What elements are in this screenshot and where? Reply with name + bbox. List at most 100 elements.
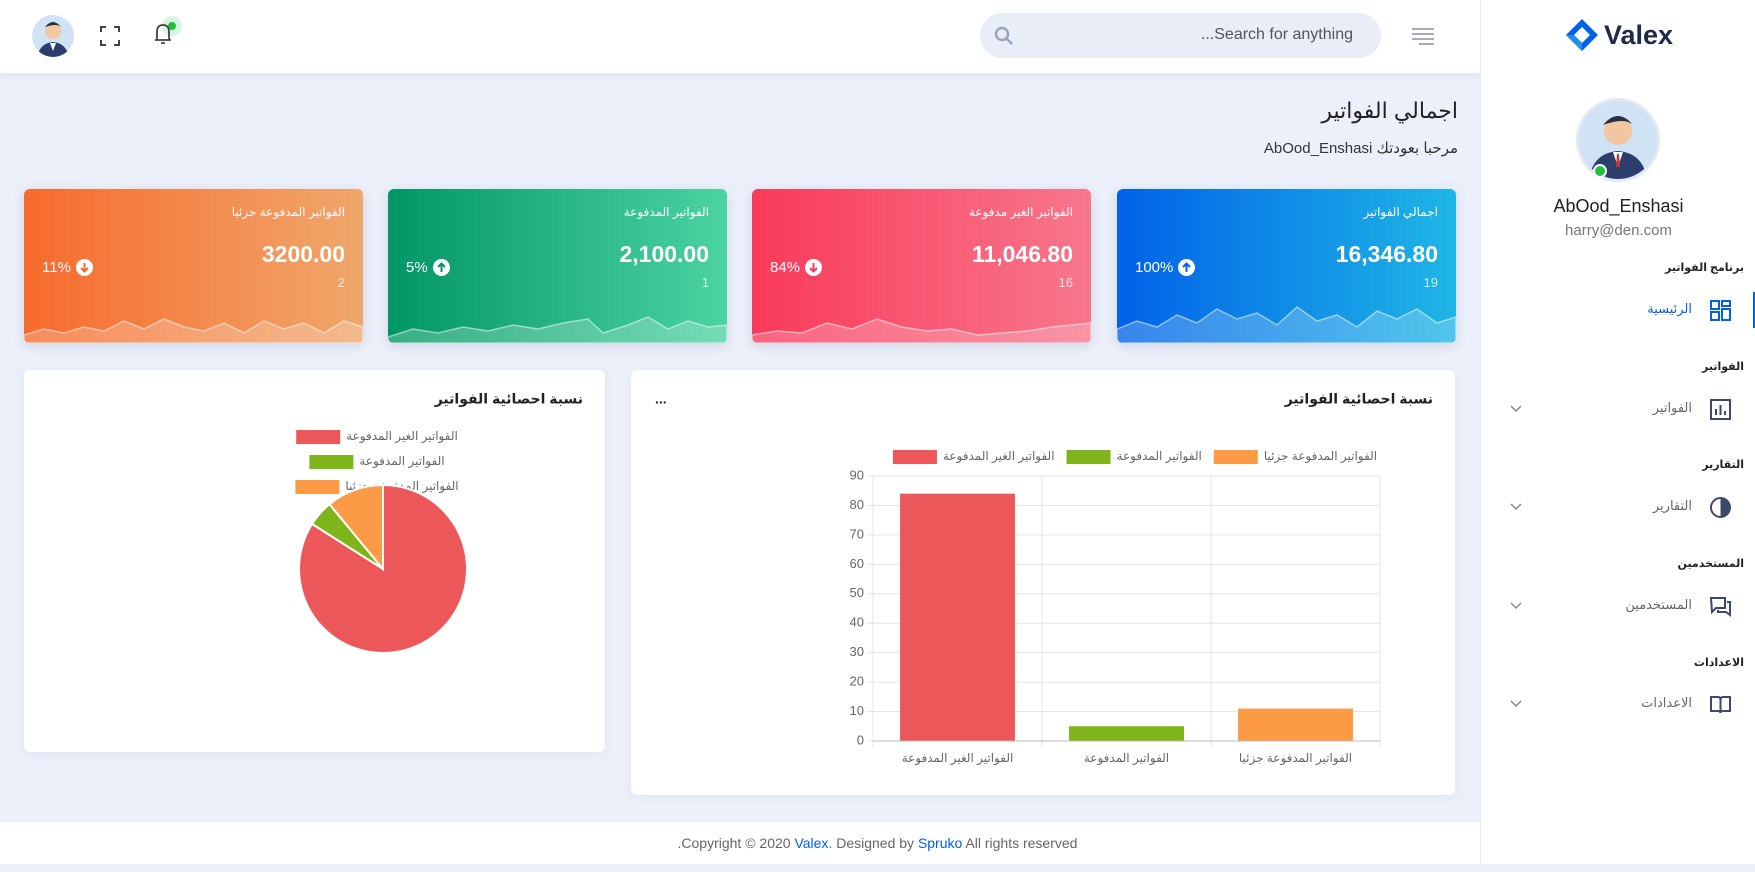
notification-icon[interactable] xyxy=(150,14,190,48)
icon-part xyxy=(1717,600,1731,617)
bar-panel: نسبة احصائية الفواتير... الفواتير الغير ا… xyxy=(631,370,1455,795)
x-tick-label: الفواتير المدفوعة xyxy=(1084,751,1169,766)
profile-avatar xyxy=(1576,98,1660,182)
user-name: AbOod_Enshasi xyxy=(1553,196,1684,216)
legend-swatch xyxy=(892,450,937,464)
card-percent: 100% xyxy=(1135,259,1196,276)
card-title: الفواتير المدفوعة جزئيا xyxy=(231,205,345,219)
card-title: الفواتير المدفوعة xyxy=(623,205,709,219)
search-box[interactable]: Search for anything... xyxy=(980,13,1381,58)
menu-heading: الفواتير xyxy=(1702,360,1744,373)
card-amount: 16,346.80 xyxy=(1335,241,1438,267)
stat-card: الفواتير المدفوعة جزئيا 3200.00 2 11% xyxy=(24,189,363,343)
chart-title: نسبة احصائية الفواتير xyxy=(1284,391,1433,408)
card-count: 19 xyxy=(1423,275,1438,290)
sparkline-area xyxy=(24,318,363,343)
search-placeholder: Search for anything... xyxy=(1200,26,1353,43)
chart-menu[interactable]: ... xyxy=(655,391,667,407)
legend-label: الفواتير الغير المدفوعة xyxy=(943,449,1055,464)
icon-part xyxy=(1604,117,1632,145)
y-tick-label: 70 xyxy=(850,526,864,541)
avatar[interactable] xyxy=(32,15,74,57)
icon-part xyxy=(1721,308,1731,321)
pie-chart: نسبة احصائية الفواتير الفواتير الغير المد… xyxy=(295,391,583,654)
icon-part xyxy=(994,26,1010,42)
menu-heading: التقارير xyxy=(1702,459,1744,472)
legend-swatch xyxy=(295,480,340,494)
footer-part: Copyright © 2020 xyxy=(681,835,795,851)
bar xyxy=(900,493,1015,741)
menu-item[interactable]: التقارير xyxy=(1481,489,1755,525)
menu-item[interactable]: المستخدمين xyxy=(1481,588,1755,624)
chevron xyxy=(1510,601,1522,609)
icon-part xyxy=(1565,35,1582,51)
y-tick-label: 90 xyxy=(850,467,864,482)
card-amount: 2,100.00 xyxy=(619,241,709,267)
chevron-path xyxy=(1510,503,1522,511)
card-percent: 84% xyxy=(770,259,823,276)
percent-text: 5% xyxy=(406,259,428,276)
chevron-path xyxy=(1510,700,1522,708)
menu-item[interactable]: الاعدادات xyxy=(1481,686,1755,722)
header: Search for anything... xyxy=(0,0,1480,73)
active-bar xyxy=(1753,292,1755,328)
menu-icon xyxy=(1709,596,1731,617)
y-tick-label: 50 xyxy=(850,585,864,600)
footer-part: . Designed by xyxy=(828,835,918,851)
legend-label: الفواتير المدفوعة xyxy=(359,454,444,469)
card-percent: 5% xyxy=(406,259,450,276)
bar-chart: نسبة احصائية الفواتير... الفواتير الغير ا… xyxy=(655,391,1433,766)
trend-icon xyxy=(805,259,823,276)
icon-part xyxy=(1710,311,1720,321)
menu-item-label: التقارير xyxy=(1652,498,1692,513)
sparkline xyxy=(24,318,363,343)
menu-icon xyxy=(1710,696,1731,714)
footer-text: Copyright © 2020 Valex. Designed by Spru… xyxy=(0,822,1755,864)
menu-heading: الاعدادات xyxy=(1693,656,1744,669)
legend-label: الفواتير الغير المدفوعة xyxy=(346,429,458,444)
menu-heading: المستخدمين xyxy=(1677,558,1744,571)
menu-icon xyxy=(1710,398,1731,420)
sparkline xyxy=(752,318,1091,343)
profile-art xyxy=(1589,116,1647,179)
legend: الفواتير الغير المدفوعة الفواتير المدفوعة… xyxy=(892,449,1377,464)
fullscreen-icon[interactable] xyxy=(100,26,120,46)
sparkline xyxy=(1117,306,1456,343)
avatar-art xyxy=(37,22,69,57)
sparkline-area xyxy=(388,316,727,343)
legend-swatch xyxy=(296,430,341,444)
icon-part xyxy=(155,24,171,44)
y-tick-label: 80 xyxy=(850,497,864,512)
card-count: 1 xyxy=(701,275,709,290)
legend-item[interactable]: الفواتير المدفوعة xyxy=(1066,449,1202,464)
footer-link[interactable]: Spruko xyxy=(917,835,963,851)
card-title: الفواتير الغير مدفوعة xyxy=(968,205,1073,219)
y-tick-label: 30 xyxy=(850,644,864,659)
menu-toggle[interactable] xyxy=(1411,27,1435,45)
card-percent: 11% xyxy=(42,259,93,276)
legend-item[interactable]: الفواتير الغير المدفوعة xyxy=(892,449,1055,464)
trend-arrow xyxy=(1182,262,1192,272)
icon-part xyxy=(1720,498,1730,517)
y-tick-label: 60 xyxy=(850,556,864,571)
menu-item-label: المستخدمين xyxy=(1625,596,1692,612)
stat-card: الفواتير المدفوعة 2,100.00 1 5% xyxy=(388,189,727,343)
user-email: harry@den.com xyxy=(1565,222,1672,239)
logo-text: Valex xyxy=(1603,19,1674,50)
legend-label: الفواتير المدفوعة xyxy=(1117,449,1202,464)
icon-part xyxy=(168,22,176,30)
trend-arrow xyxy=(436,262,446,272)
y-tick-label: 0 xyxy=(857,732,864,747)
chevron-path xyxy=(1510,404,1522,412)
legend-item[interactable]: الفواتير الغير المدفوعة xyxy=(296,429,458,444)
percent-text: 84% xyxy=(770,259,801,276)
legend-item[interactable]: الفواتير المدفوعة جزئيا xyxy=(1213,449,1377,464)
legend-item[interactable]: الفواتير المدفوعة xyxy=(309,454,445,469)
footer-link[interactable]: Valex xyxy=(794,835,829,851)
icon-part xyxy=(1616,154,1620,167)
menu-item[interactable]: الفواتير xyxy=(1481,391,1755,427)
logo[interactable]: Valex xyxy=(1481,14,1755,56)
icon-part xyxy=(45,23,61,39)
menu-item[interactable]: الرئيسية xyxy=(1481,292,1755,328)
y-tick-label: 40 xyxy=(850,615,864,630)
